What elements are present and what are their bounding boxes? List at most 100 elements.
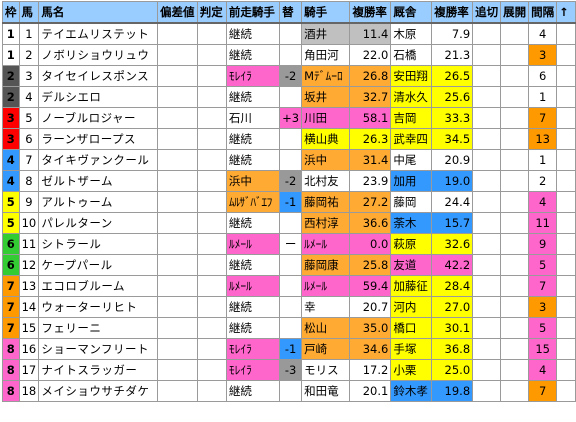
umaban-cell: 10 bbox=[18, 212, 40, 234]
umaban-cell: 5 bbox=[18, 107, 40, 129]
jockey-rate-cell: 36.6 bbox=[349, 212, 392, 234]
header-tenkai[interactable]: 展開 bbox=[500, 1, 530, 24]
table-row[interactable]: 7 13 エコロブルーム ﾙﾒｰﾙ ﾙﾒｰﾙ 59.4 加藤征 28.4 7 bbox=[2, 275, 576, 297]
tenkai-cell bbox=[500, 359, 530, 381]
table-row[interactable]: 1 2 ノボリショウリュウ 継続 角田河 22.0 石橋 21.3 3 bbox=[2, 44, 576, 66]
header-trainer[interactable]: 厩舎 bbox=[390, 1, 433, 24]
trainer-cell: 加用 bbox=[390, 170, 433, 192]
horse-name-cell: フェリーニ bbox=[38, 317, 158, 339]
kankaku-cell: 4 bbox=[528, 191, 558, 213]
extra-cell bbox=[556, 275, 576, 297]
tenkai-cell bbox=[500, 170, 530, 192]
extra-cell bbox=[556, 191, 576, 213]
header-trainer-rate[interactable]: 複勝率 bbox=[431, 1, 474, 24]
tenkai-cell bbox=[500, 380, 530, 402]
kankaku-cell: 7 bbox=[528, 275, 558, 297]
hensa-cell bbox=[156, 128, 198, 150]
prev-jockey-cell: 継続 bbox=[225, 317, 281, 339]
table-row[interactable]: 7 15 フェリーニ 継続 松山 35.0 橋口 30.1 5 bbox=[2, 317, 576, 339]
horse-name-cell: ショーマンフリート bbox=[38, 338, 158, 360]
oikiri-cell bbox=[472, 128, 502, 150]
umaban-cell: 15 bbox=[18, 317, 40, 339]
umaban-cell: 14 bbox=[18, 296, 40, 318]
table-row[interactable]: 4 7 タイキヴァンクール 継続 浜中 31.4 中尾 20.9 1 bbox=[2, 149, 576, 171]
trainer-rate-cell: 33.3 bbox=[431, 107, 474, 129]
kankaku-cell: 1 bbox=[528, 86, 558, 108]
hensa-cell bbox=[156, 170, 198, 192]
header-kankaku[interactable]: 間隔 bbox=[528, 1, 558, 24]
prev-jockey-cell: ﾓﾚｲﾗ bbox=[225, 338, 281, 360]
hensa-cell bbox=[156, 44, 198, 66]
table-row[interactable]: 5 10 パレルターン 継続 西村淳 36.6 荼木 15.7 11 bbox=[2, 212, 576, 234]
trainer-cell: 鈴木孝 bbox=[390, 380, 433, 402]
table-row[interactable]: 8 17 ナイトスラッガー ﾓﾚｲﾗ -3 モリス 17.2 小栗 25.0 4 bbox=[2, 359, 576, 381]
table-row[interactable]: 4 8 ゼルトザーム 浜中 -2 北村友 23.9 加用 19.0 2 bbox=[2, 170, 576, 192]
sort-arrow-icon[interactable]: ↑ bbox=[556, 1, 576, 24]
trainer-cell: 吉岡 bbox=[390, 107, 433, 129]
table-row[interactable]: 6 11 シトラール ﾙﾒｰﾙーﾙﾒｰﾙ 0.0 萩原 32.6 9 bbox=[2, 233, 576, 255]
header-change[interactable]: 替 bbox=[279, 1, 303, 24]
table-row[interactable]: 8 18 メイショウサチダケ 継続 和田竜 20.1 鈴木孝 19.8 7 bbox=[2, 380, 576, 402]
extra-cell bbox=[556, 338, 576, 360]
extra-cell bbox=[556, 86, 576, 108]
trainer-cell: 橋口 bbox=[390, 317, 433, 339]
change-cell bbox=[279, 149, 303, 171]
hensa-cell bbox=[156, 86, 198, 108]
hensa-cell bbox=[156, 359, 198, 381]
tenkai-cell bbox=[500, 275, 530, 297]
table-row[interactable]: 3 6 ラーンザロープス 継続 横山典 26.3 武幸四 34.5 13 bbox=[2, 128, 576, 150]
tenkai-cell bbox=[500, 107, 530, 129]
tenkai-cell bbox=[500, 65, 530, 87]
change-cell bbox=[279, 86, 303, 108]
trainer-cell: 中尾 bbox=[390, 149, 433, 171]
horse-name-cell: ノボリショウリュウ bbox=[38, 44, 158, 66]
jockey-cell: 和田竜 bbox=[301, 380, 351, 402]
prev-jockey-cell: ﾙﾒｰﾙ bbox=[225, 275, 281, 297]
tenkai-cell bbox=[500, 22, 530, 45]
header-hensa[interactable]: 偏差値 bbox=[156, 1, 198, 24]
change-cell: -2 bbox=[279, 65, 303, 87]
oikiri-cell bbox=[472, 191, 502, 213]
header-jockey-rate[interactable]: 複勝率 bbox=[349, 1, 392, 24]
change-cell bbox=[279, 22, 303, 45]
header-umaban[interactable]: 馬 bbox=[18, 1, 40, 24]
prev-jockey-cell: ﾑﾙｻﾞﾊﾞｴﾌ bbox=[225, 191, 281, 213]
waku-cell: 7 bbox=[2, 317, 20, 339]
change-cell bbox=[279, 128, 303, 150]
kankaku-cell: 4 bbox=[528, 359, 558, 381]
umaban-cell: 18 bbox=[18, 380, 40, 402]
umaban-cell: 11 bbox=[18, 233, 40, 255]
header-waku[interactable]: 枠 bbox=[2, 1, 20, 24]
table-row[interactable]: 1 1 テイエムリステット 継続 酒井 11.4 木原 7.9 4 bbox=[2, 22, 576, 45]
header-hantei[interactable]: 判定 bbox=[196, 1, 227, 24]
trainer-cell: 手塚 bbox=[390, 338, 433, 360]
trainer-rate-cell: 19.8 bbox=[431, 380, 474, 402]
table-row[interactable]: 3 5 ノーブルロジャー 石川 +3 川田 58.1 吉岡 33.3 7 bbox=[2, 107, 576, 129]
table-row[interactable]: 2 3 タイセイレスポンス ﾓﾚｲﾗ -2 Mﾃﾞﾑｰﾛ 26.8 安田翔 26.5 6 bbox=[2, 65, 576, 87]
extra-cell bbox=[556, 233, 576, 255]
table-row[interactable]: 5 9 アルトゥーム ﾑﾙｻﾞﾊﾞｴﾌ -1 藤岡祐 27.2 藤岡 24.4 4 bbox=[2, 191, 576, 213]
header-horse[interactable]: 馬名 bbox=[38, 1, 158, 24]
horse-name-cell: エコロブルーム bbox=[38, 275, 158, 297]
jockey-rate-cell: 34.6 bbox=[349, 338, 392, 360]
extra-cell bbox=[556, 65, 576, 87]
table-row[interactable]: 2 4 デルシエロ 継続 坂井 32.7 清水久 25.6 1 bbox=[2, 86, 576, 108]
trainer-cell: 木原 bbox=[390, 22, 433, 45]
hantei-cell bbox=[196, 233, 227, 255]
table-row[interactable]: 7 14 ウォーターリヒト 継続幸 20.7 河内 27.0 3 bbox=[2, 296, 576, 318]
oikiri-cell bbox=[472, 65, 502, 87]
horse-name-cell: タイセイレスポンス bbox=[38, 65, 158, 87]
jockey-cell: Mﾃﾞﾑｰﾛ bbox=[301, 65, 351, 87]
tenkai-cell bbox=[500, 44, 530, 66]
jockey-cell: 角田河 bbox=[301, 44, 351, 66]
header-jockey[interactable]: 騎手 bbox=[301, 1, 351, 24]
header-oikiri[interactable]: 追切 bbox=[472, 1, 502, 24]
hantei-cell bbox=[196, 65, 227, 87]
jockey-rate-cell: 20.7 bbox=[349, 296, 392, 318]
table-row[interactable]: 8 16 ショーマンフリート ﾓﾚｲﾗ -1 戸崎 34.6 手塚 36.8 15 bbox=[2, 338, 576, 360]
oikiri-cell bbox=[472, 254, 502, 276]
horse-name-cell: デルシエロ bbox=[38, 86, 158, 108]
header-prev-jockey[interactable]: 前走騎手 bbox=[225, 1, 281, 24]
table-row[interactable]: 6 12 ケープパール 継続 藤岡康 25.8 友道 42.2 5 bbox=[2, 254, 576, 276]
extra-cell bbox=[556, 128, 576, 150]
